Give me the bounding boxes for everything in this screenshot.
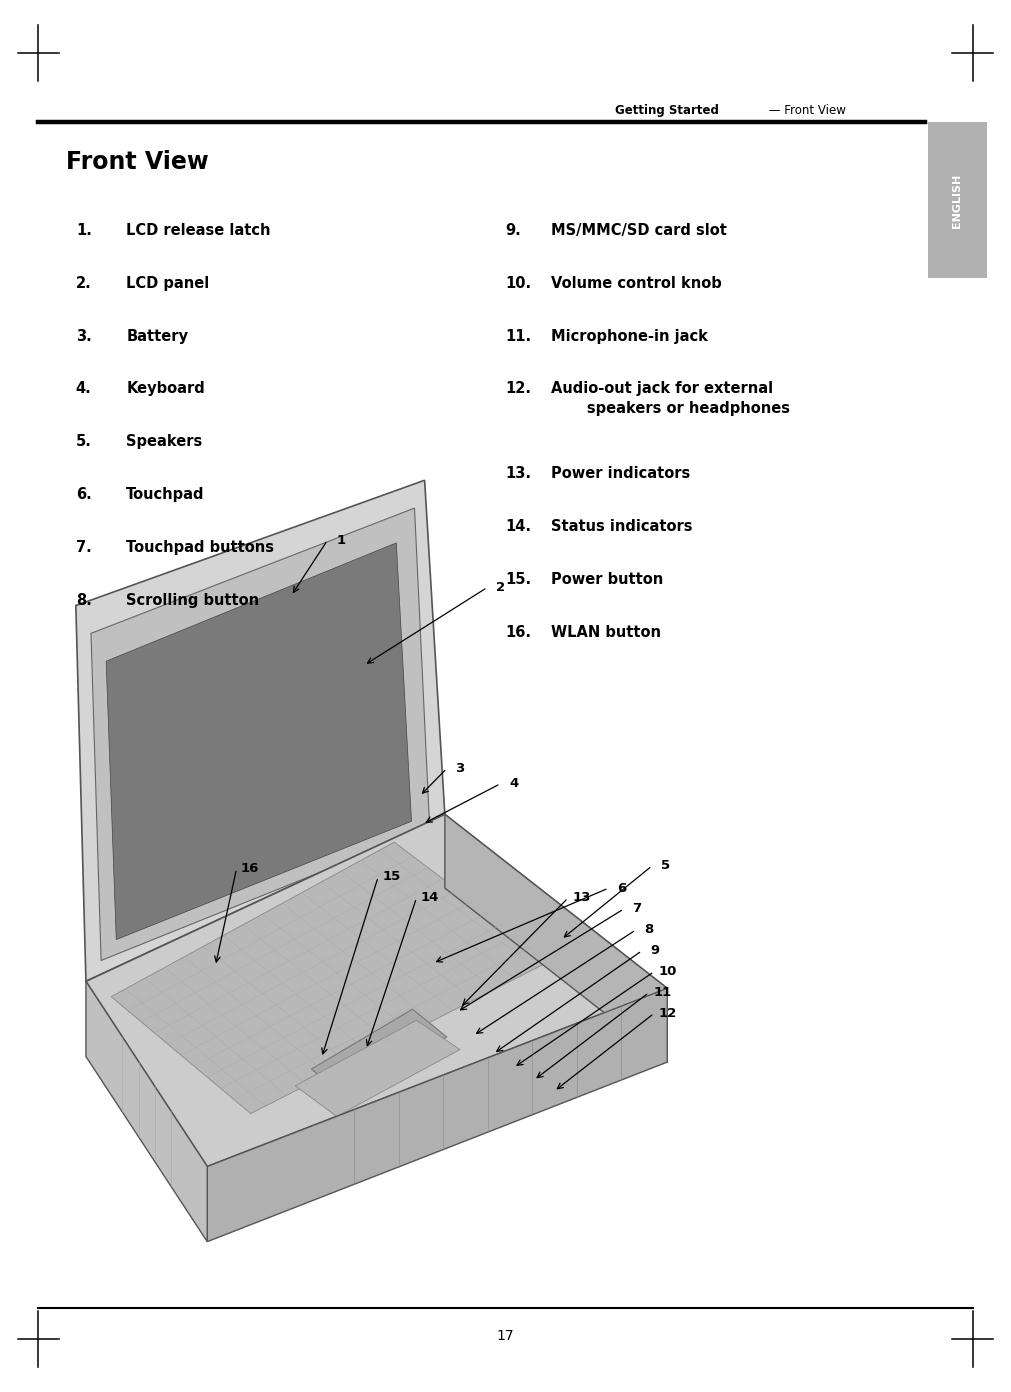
Text: 11.: 11. — [506, 329, 532, 344]
Text: 12: 12 — [658, 1006, 676, 1020]
Text: 16.: 16. — [506, 625, 532, 640]
Text: — Front View: — Front View — [765, 104, 846, 117]
Text: 1.: 1. — [76, 223, 92, 238]
Text: Status indicators: Status indicators — [551, 519, 693, 535]
Polygon shape — [445, 814, 667, 1062]
Text: 7: 7 — [632, 902, 642, 916]
Text: Microphone-in jack: Microphone-in jack — [551, 329, 708, 344]
Text: 11: 11 — [653, 986, 671, 999]
Text: 9.: 9. — [506, 223, 522, 238]
Text: Scrolling button: Scrolling button — [126, 593, 260, 608]
Text: 14: 14 — [421, 891, 439, 905]
Text: 12.: 12. — [506, 381, 532, 397]
Text: 13.: 13. — [506, 466, 532, 482]
Text: LCD release latch: LCD release latch — [126, 223, 271, 238]
Polygon shape — [76, 480, 445, 981]
Text: Touchpad buttons: Touchpad buttons — [126, 540, 274, 555]
Text: 2: 2 — [495, 580, 506, 594]
Text: 3.: 3. — [76, 329, 92, 344]
Bar — [928, 122, 987, 278]
Polygon shape — [207, 988, 667, 1242]
Text: 4.: 4. — [76, 381, 92, 397]
Text: 16: 16 — [241, 862, 259, 876]
Text: 4: 4 — [509, 777, 519, 791]
Polygon shape — [86, 814, 667, 1166]
Text: 8.: 8. — [76, 593, 92, 608]
Text: Power indicators: Power indicators — [551, 466, 691, 482]
Text: Audio-out jack for external
       speakers or headphones: Audio-out jack for external speakers or … — [551, 381, 790, 416]
Text: Volume control knob: Volume control knob — [551, 276, 722, 291]
Text: 6: 6 — [617, 881, 627, 895]
Polygon shape — [106, 543, 411, 940]
Text: 5: 5 — [660, 859, 670, 873]
Text: MS/MMC/SD card slot: MS/MMC/SD card slot — [551, 223, 727, 238]
Text: Touchpad: Touchpad — [126, 487, 205, 503]
Text: Getting Started: Getting Started — [615, 104, 719, 117]
Polygon shape — [111, 842, 551, 1114]
Text: LCD panel: LCD panel — [126, 276, 209, 291]
Text: 10.: 10. — [506, 276, 532, 291]
Text: 7.: 7. — [76, 540, 92, 555]
Text: 10: 10 — [658, 965, 676, 979]
Text: 6.: 6. — [76, 487, 92, 503]
Text: 15: 15 — [382, 870, 400, 884]
Text: 2.: 2. — [76, 276, 92, 291]
Text: 1: 1 — [336, 533, 346, 547]
Text: ENGLISH: ENGLISH — [952, 174, 962, 227]
Text: 9: 9 — [650, 944, 660, 958]
Text: 5.: 5. — [76, 434, 92, 450]
Polygon shape — [86, 981, 207, 1242]
Text: 13: 13 — [572, 891, 590, 905]
Polygon shape — [91, 508, 430, 960]
Text: Battery: Battery — [126, 329, 188, 344]
Text: 8: 8 — [644, 923, 654, 937]
Text: Keyboard: Keyboard — [126, 381, 205, 397]
Polygon shape — [311, 1009, 447, 1097]
Polygon shape — [295, 1020, 460, 1116]
Text: 17: 17 — [496, 1329, 515, 1343]
Polygon shape — [86, 814, 460, 1002]
Text: 14.: 14. — [506, 519, 532, 535]
Text: WLAN button: WLAN button — [551, 625, 661, 640]
Text: 15.: 15. — [506, 572, 532, 587]
Text: 3: 3 — [455, 761, 465, 775]
Text: Speakers: Speakers — [126, 434, 202, 450]
Text: Power button: Power button — [551, 572, 663, 587]
Text: Front View: Front View — [66, 150, 208, 174]
